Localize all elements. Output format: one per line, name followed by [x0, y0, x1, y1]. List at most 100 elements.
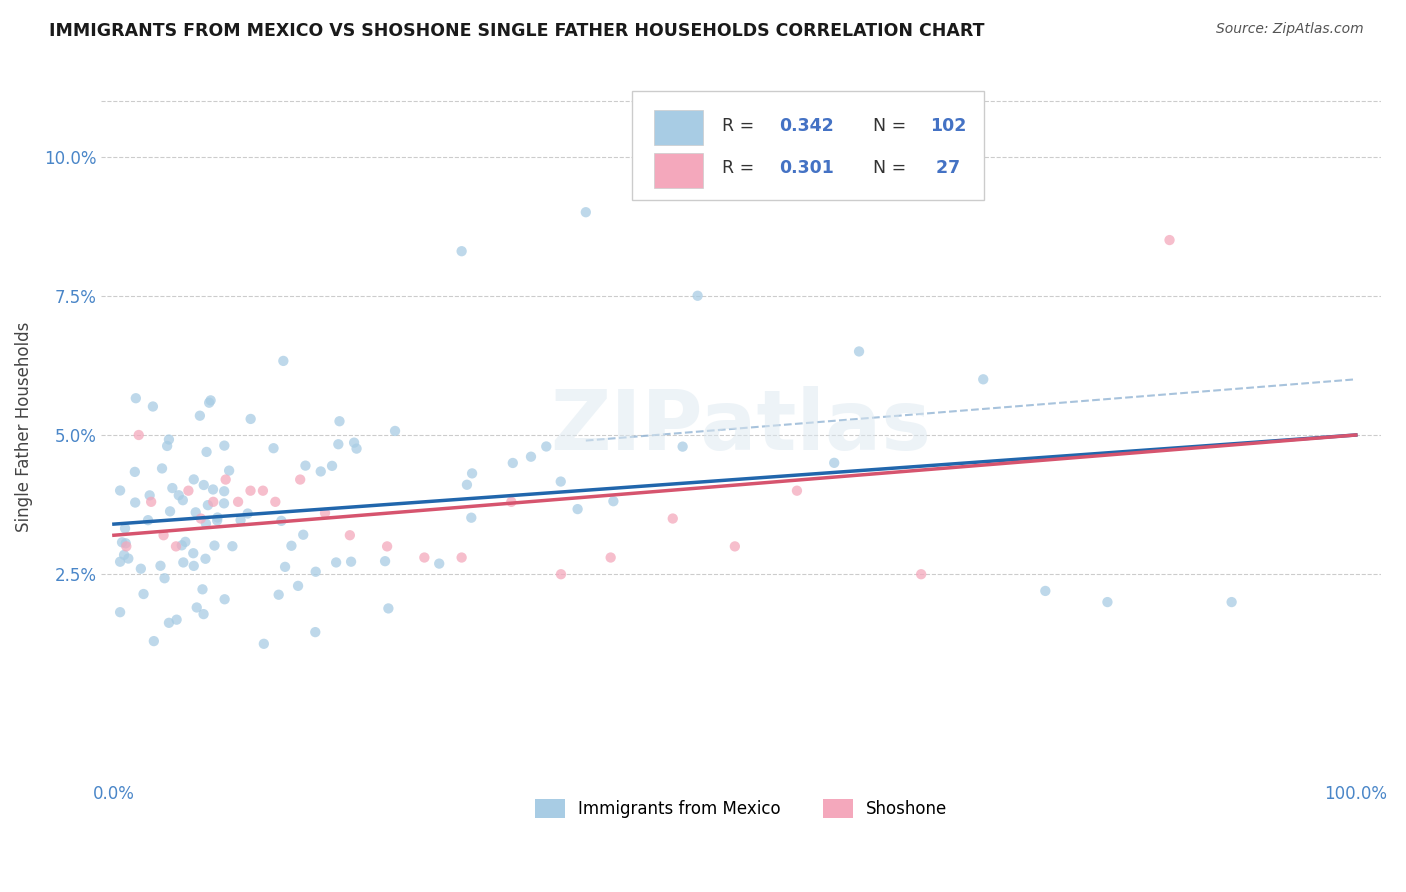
Point [202, 483, 225, 497]
Point [181, 546, 204, 560]
Point [112, 548, 135, 562]
Point [328, 437, 350, 451]
Point [159, 504, 181, 518]
Point [132, 587, 155, 601]
Point [502, 456, 524, 470]
Point [177, 483, 200, 498]
Point [172, 493, 194, 508]
Point [166, 613, 188, 627]
Point [567, 502, 589, 516]
Point [724, 540, 747, 554]
Point [309, 465, 332, 479]
Point [149, 558, 172, 573]
Point [157, 433, 180, 447]
Text: 27: 27 [931, 160, 960, 178]
Point [274, 559, 297, 574]
Point [294, 458, 316, 473]
Point [413, 550, 436, 565]
Point [214, 439, 236, 453]
Point [328, 414, 350, 428]
Point [215, 473, 238, 487]
Point [124, 495, 146, 509]
Point [325, 556, 347, 570]
Point [460, 510, 482, 524]
Point [501, 495, 523, 509]
Point [200, 393, 222, 408]
Point [108, 555, 131, 569]
Point [111, 535, 134, 549]
Point [114, 536, 136, 550]
Point [218, 464, 240, 478]
Point [304, 625, 326, 640]
Point [108, 483, 131, 498]
Point [520, 450, 543, 464]
Point [270, 514, 292, 528]
Point [212, 484, 235, 499]
Point [575, 205, 598, 219]
Point [456, 477, 478, 491]
Point [292, 527, 315, 541]
Point [672, 440, 695, 454]
Point [138, 488, 160, 502]
Point [377, 601, 399, 615]
Point [167, 488, 190, 502]
Point [375, 540, 398, 554]
Point [193, 478, 215, 492]
Point [152, 528, 174, 542]
Text: N =: N = [873, 117, 911, 135]
Point [602, 494, 624, 508]
Point [191, 582, 214, 597]
Point [346, 442, 368, 456]
Point [195, 445, 218, 459]
Point [204, 539, 226, 553]
Point [661, 511, 683, 525]
Text: Source: ZipAtlas.com: Source: ZipAtlas.com [1216, 22, 1364, 37]
Point [153, 571, 176, 585]
Point [183, 472, 205, 486]
Point [314, 506, 336, 520]
Point [128, 428, 150, 442]
Bar [654, 111, 703, 145]
Point [125, 391, 148, 405]
Point [141, 495, 163, 509]
Point [239, 483, 262, 498]
Point [288, 473, 311, 487]
Point [212, 496, 235, 510]
Point [384, 424, 406, 438]
Point [450, 244, 472, 259]
Point [239, 412, 262, 426]
Point [848, 344, 870, 359]
Point [207, 510, 229, 524]
Legend: Immigrants from Mexico, Shoshone: Immigrants from Mexico, Shoshone [529, 792, 953, 825]
Text: IMMIGRANTS FROM MEXICO VS SHOSHONE SINGLE FATHER HOUSEHOLDS CORRELATION CHART: IMMIGRANTS FROM MEXICO VS SHOSHONE SINGL… [49, 22, 984, 40]
Point [170, 538, 193, 552]
Text: N =: N = [873, 160, 911, 178]
Point [117, 551, 139, 566]
Text: 0.342: 0.342 [779, 117, 834, 135]
Point [194, 551, 217, 566]
Point [305, 565, 328, 579]
Point [263, 441, 285, 455]
Point [686, 289, 709, 303]
Point [115, 540, 138, 554]
Point [188, 409, 211, 423]
Point [264, 495, 287, 509]
Point [157, 615, 180, 630]
Point [226, 495, 249, 509]
Point [321, 458, 343, 473]
Point [114, 521, 136, 535]
Point [1220, 595, 1243, 609]
Point [267, 588, 290, 602]
Point [287, 579, 309, 593]
Point [339, 528, 361, 542]
Point [1159, 233, 1181, 247]
Point [280, 539, 302, 553]
Point [343, 435, 366, 450]
Point [186, 600, 208, 615]
Point [156, 439, 179, 453]
Bar [654, 153, 703, 188]
Point [190, 511, 212, 525]
Point [129, 562, 152, 576]
Point [197, 498, 219, 512]
Point [162, 481, 184, 495]
